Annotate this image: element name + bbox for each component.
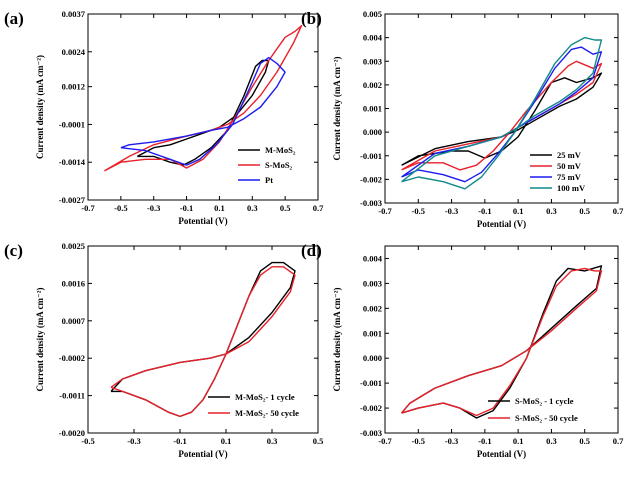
x-tick-label: -0.7 <box>378 206 392 216</box>
x-tick-label: -0.5 <box>412 206 425 216</box>
x-tick-label: 0.5 <box>280 203 291 213</box>
y-tick-label: 0.003 <box>363 278 382 288</box>
legend-label: 25 mV <box>557 150 582 160</box>
x-tick-label: -0.7 <box>81 203 95 213</box>
y-axis-label: Current density (mA cm⁻²) <box>332 56 342 160</box>
plot-frame <box>384 245 619 434</box>
y-tick-label: 0.0016 <box>62 278 85 288</box>
x-tick-label: -0.1 <box>478 206 491 216</box>
plot-frame <box>87 13 319 201</box>
y-tick-label: 0.0024 <box>62 47 86 57</box>
x-tick-label: 0.3 <box>247 203 258 213</box>
y-tick-label: -0.0020 <box>59 428 85 438</box>
chart-panel-3: -0.5 -0.3 -0.1 0.1 0.3 0.5 -0.0020 -0.0011 -0.00… <box>4 241 323 459</box>
x-axis-label: Potential (V) <box>178 216 227 226</box>
y-tick-label: -0.002 <box>360 174 382 184</box>
y-tick-label: 0.000 <box>363 127 382 137</box>
x-tick-label: 0.5 <box>313 436 324 446</box>
panel-label: (c) <box>4 241 23 260</box>
y-tick-label: -0.0001 <box>59 119 85 129</box>
legend-label: M-MoS₂- 1 cycle <box>235 392 295 402</box>
legend-label: S-MoS₂ - 1 cycle <box>515 396 574 406</box>
chart-panel-4: -0.7 -0.5 -0.3 -0.1 0.1 0.3 0.5 0.7 -0.003 -0.002… <box>301 241 624 459</box>
series-line-1 <box>401 72 603 166</box>
y-tick-label: 0.0007 <box>62 316 86 326</box>
y-tick-label: -0.001 <box>360 378 382 388</box>
y-tick-label: 0.004 <box>363 253 383 263</box>
y-tick-label: 0.002 <box>363 303 382 313</box>
x-tick-label: -0.3 <box>127 436 140 446</box>
panel-label: (a) <box>4 9 24 28</box>
y-axis-label: Current density (mA cm⁻²) <box>332 287 342 391</box>
series-line-2 <box>110 266 296 418</box>
y-tick-label: -0.0002 <box>59 353 85 363</box>
legend-label: 75 mV <box>557 172 582 182</box>
series-line-4 <box>401 36 603 190</box>
y-tick-label: 0.000 <box>363 353 382 363</box>
y-tick-label: -0.0027 <box>59 195 86 205</box>
y-tick-label: -0.0011 <box>59 391 85 401</box>
y-tick-label: 0.0037 <box>62 9 86 19</box>
x-tick-label: 0.3 <box>546 206 557 216</box>
x-tick-label: -0.5 <box>412 436 425 446</box>
plot-frame <box>87 245 319 434</box>
x-tick-label: 0.7 <box>613 436 624 446</box>
x-tick-label: 0.1 <box>214 203 225 213</box>
x-tick-label: 0.1 <box>513 206 524 216</box>
x-axis-label: Potential (V) <box>477 449 526 459</box>
chart-panel-2: -0.7 -0.5 -0.3 -0.1 0.1 0.3 0.5 0.7 -0.003 -0.002… <box>301 9 624 229</box>
plot-frame <box>384 13 619 204</box>
x-tick-label: 0.1 <box>513 436 524 446</box>
x-tick-label: -0.3 <box>147 203 160 213</box>
y-tick-label: -0.002 <box>360 403 382 413</box>
y-axis-label: Current density (mA cm⁻²) <box>35 287 45 391</box>
y-tick-label: 0.001 <box>363 104 382 114</box>
y-tick-label: 0.005 <box>363 9 382 19</box>
legend-label: Pt <box>265 175 273 185</box>
y-tick-label: 0.0025 <box>62 241 85 251</box>
x-axis-label: Potential (V) <box>477 219 526 229</box>
panel-label: (b) <box>301 9 322 28</box>
legend-label: 50 mV <box>557 161 582 171</box>
y-tick-label: 0.003 <box>363 56 382 66</box>
series-line-2 <box>401 267 603 417</box>
y-tick-label: -0.001 <box>360 151 382 161</box>
x-tick-label: -0.5 <box>114 203 127 213</box>
y-tick-label: -0.003 <box>360 428 382 438</box>
chart-panel-1: -0.7 -0.5 -0.3 -0.1 0.1 0.3 0.5 0.7 -0.0027 -0.00… <box>4 9 324 226</box>
legend-label: M-MoS₂- 50 cycle <box>235 408 299 418</box>
x-tick-label: 0.7 <box>613 206 624 216</box>
x-tick-label: 0.3 <box>267 436 278 446</box>
legend-label: S-MoS₂ <box>265 160 293 170</box>
x-tick-label: -0.3 <box>445 206 458 216</box>
x-tick-label: -0.7 <box>378 436 392 446</box>
x-tick-label: 0.5 <box>579 436 590 446</box>
y-tick-label: 0.004 <box>363 33 383 43</box>
x-tick-label: 0.7 <box>313 203 324 213</box>
legend-label: 100 mV <box>557 183 586 193</box>
x-tick-label: -0.5 <box>81 436 94 446</box>
x-tick-label: -0.1 <box>478 436 491 446</box>
x-tick-label: -0.1 <box>173 436 186 446</box>
y-tick-label: -0.0014 <box>59 157 86 167</box>
y-tick-label: 0.001 <box>363 328 382 338</box>
series-line-3 <box>120 56 286 166</box>
x-tick-label: 0.3 <box>546 436 557 446</box>
y-tick-label: 0.0012 <box>62 82 85 92</box>
legend-label: S-MoS₂ - 50 cycle <box>515 413 578 423</box>
x-tick-label: 0.5 <box>579 206 590 216</box>
x-tick-label: -0.3 <box>445 436 458 446</box>
y-axis-label: Current density (mA cm⁻²) <box>35 55 45 159</box>
x-tick-label: -0.1 <box>180 203 193 213</box>
y-tick-label: -0.003 <box>360 198 382 208</box>
y-tick-label: 0.002 <box>363 80 382 90</box>
x-axis-label: Potential (V) <box>178 449 227 459</box>
x-tick-label: 0.1 <box>221 436 232 446</box>
legend-label: M-MoS₂ <box>265 145 296 155</box>
panel-label: (d) <box>301 241 322 260</box>
